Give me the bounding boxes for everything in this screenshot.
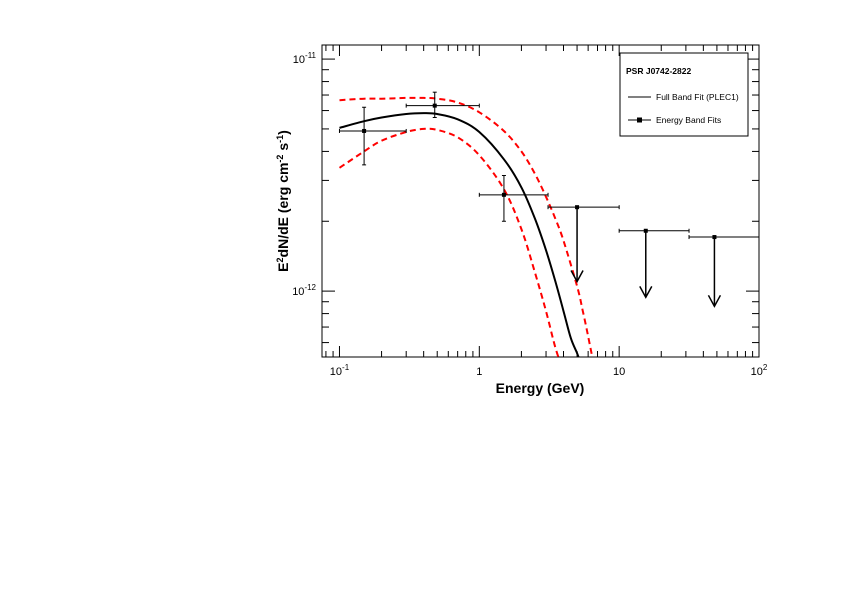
lower-band-curve bbox=[338, 127, 560, 357]
axis-ticks bbox=[322, 45, 760, 357]
upper-limit-point bbox=[712, 235, 717, 240]
upper-limit-arrow-head bbox=[570, 270, 584, 284]
data-point bbox=[501, 192, 506, 197]
legend-entry-model: Full Band Fit (PLEC1) bbox=[656, 92, 739, 102]
data-point-group bbox=[478, 174, 549, 222]
model-bands bbox=[338, 96, 594, 357]
x-axis-title: Energy (GeV) bbox=[496, 380, 585, 396]
legend-points-marker bbox=[637, 117, 642, 123]
y-axis-title: E2dN/dE (erg cm-2 s-1) bbox=[275, 130, 291, 272]
x-tick-label: 10-1 bbox=[330, 363, 350, 378]
x-tick-label: 1 bbox=[476, 366, 482, 378]
upper-limit-arrow-head bbox=[639, 285, 653, 299]
upper-limit-group bbox=[688, 235, 760, 308]
legend-title: PSR J0742-2822 bbox=[626, 66, 691, 76]
data-point bbox=[432, 103, 437, 108]
upper-limit-group bbox=[547, 205, 620, 284]
upper-limit-point bbox=[575, 205, 580, 210]
y-tick-label: 10-11 bbox=[293, 51, 317, 66]
y-tick-label: 10-12 bbox=[292, 283, 316, 298]
data-points bbox=[338, 91, 760, 308]
x-tick-label: 102 bbox=[751, 363, 768, 378]
upper-limit-arrow-head bbox=[707, 294, 722, 308]
legend-entry-points: Energy Band Fits bbox=[656, 115, 721, 125]
x-tick-label: 10 bbox=[613, 366, 625, 378]
data-point-group bbox=[405, 91, 480, 119]
legend: PSR J0742-2822 Full Band Fit (PLEC1) Ene… bbox=[619, 52, 749, 137]
upper-band-curve bbox=[339, 96, 594, 357]
model-curve-group bbox=[339, 112, 580, 357]
data-point bbox=[362, 128, 367, 133]
data-point-group bbox=[338, 106, 407, 166]
upper-limit-point bbox=[643, 228, 648, 233]
upper-limit-group bbox=[618, 228, 690, 299]
model-curve bbox=[339, 112, 580, 357]
plot-frame bbox=[321, 44, 760, 358]
